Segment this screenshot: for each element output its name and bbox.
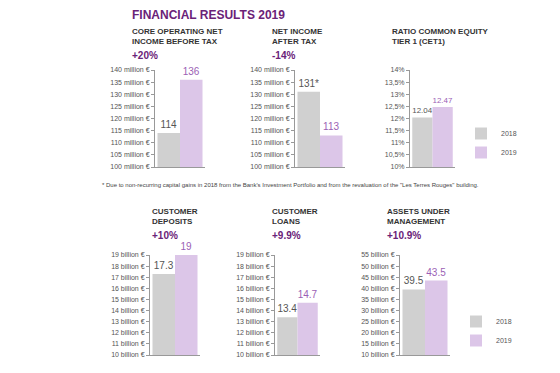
svg-text:-14%: -14% [272,50,295,61]
svg-text:2018: 2018 [501,130,517,137]
svg-text:17 billion €: 17 billion € [236,274,270,281]
svg-text:40 billion €: 40 billion € [361,285,395,292]
svg-text:14%: 14% [391,66,405,73]
svg-text:FINANCIAL RESULTS 2019: FINANCIAL RESULTS 2019 [132,8,285,22]
svg-text:14 billion €: 14 billion € [111,307,145,314]
svg-text:50 billion €: 50 billion € [361,263,395,270]
svg-text:13.4: 13.4 [277,303,297,314]
svg-text:43.5: 43.5 [426,267,446,278]
svg-text:12.47: 12.47 [433,96,453,105]
svg-text:100 million €: 100 million € [110,163,149,170]
svg-text:+20%: +20% [132,50,158,61]
svg-text:12.04: 12.04 [412,106,432,115]
svg-text:17.3: 17.3 [154,260,174,271]
svg-text:10%: 10% [391,163,405,170]
svg-text:18 billion €: 18 billion € [236,263,270,270]
svg-text:105 million €: 105 million € [110,151,149,158]
svg-text:11 billion €: 11 billion € [237,340,270,347]
svg-text:15 billion €: 15 billion € [236,296,270,303]
svg-text:125 million €: 125 million € [110,103,149,110]
svg-text:130 million €: 130 million € [250,91,289,98]
svg-text:CORE OPERATING NETINCOME BEFOR: CORE OPERATING NETINCOME BEFORE TAX [132,27,223,46]
svg-text:13,5%: 13,5% [385,79,405,86]
svg-text:135 million €: 135 million € [250,79,289,86]
svg-text:10 billion €: 10 billion € [111,351,145,358]
svg-text:115 million €: 115 million € [251,127,290,134]
svg-text:19: 19 [180,241,192,252]
svg-text:20 billion €: 20 billion € [361,329,395,336]
svg-text:13 billion €: 13 billion € [236,318,270,325]
svg-text:12,5%: 12,5% [385,103,405,110]
svg-text:55 billion €: 55 billion € [361,251,395,258]
svg-text:2018: 2018 [496,318,512,325]
svg-text:120 million €: 120 million € [250,115,289,122]
svg-text:11 billion €: 11 billion € [112,340,145,347]
svg-text:19 billion €: 19 billion € [236,251,270,258]
svg-text:131*: 131* [298,78,319,89]
svg-text:113: 113 [323,121,339,132]
svg-text:CUSTOMERLOANS: CUSTOMERLOANS [272,207,318,226]
svg-text:114: 114 [161,119,177,130]
svg-text:10,5%: 10,5% [385,151,405,158]
svg-text:2019: 2019 [501,149,517,156]
svg-text:12%: 12% [391,115,405,122]
svg-text:140 million €: 140 million € [110,66,149,73]
svg-text:35 billion €: 35 billion € [361,296,395,303]
svg-text:12 billion €: 12 billion € [111,329,145,336]
svg-text:12 billion €: 12 billion € [236,329,270,336]
svg-text:110 million €: 110 million € [251,139,290,146]
svg-text:* Due to non-recurring capital: * Due to non-recurring capital gains in … [102,182,479,188]
svg-text:25 billion €: 25 billion € [361,318,395,325]
svg-text:130 million €: 130 million € [110,91,149,98]
svg-text:30 billion €: 30 billion € [361,307,395,314]
svg-text:+10.9%: +10.9% [387,230,421,241]
svg-text:13%: 13% [391,91,405,98]
svg-text:ASSETS UNDERMANAGEMENT: ASSETS UNDERMANAGEMENT [387,207,450,226]
svg-text:RATIO COMMON EQUITYTIER 1 (CET: RATIO COMMON EQUITYTIER 1 (CET1) [392,27,489,46]
svg-text:NET INCOMEAFTER TAX: NET INCOMEAFTER TAX [272,27,323,46]
svg-text:19 billion €: 19 billion € [111,251,145,258]
svg-text:15 billion €: 15 billion € [361,340,395,347]
svg-text:13 billion €: 13 billion € [111,318,145,325]
svg-text:10 billion €: 10 billion € [361,351,395,358]
svg-text:140 million €: 140 million € [250,66,289,73]
svg-text:120 million €: 120 million € [110,115,149,122]
svg-text:17 billion €: 17 billion € [111,274,145,281]
svg-text:11%: 11% [391,139,405,146]
svg-text:125 million €: 125 million € [250,103,289,110]
svg-text:+9.9%: +9.9% [272,230,301,241]
svg-text:135 million €: 135 million € [110,79,149,86]
svg-text:15 billion €: 15 billion € [111,296,145,303]
svg-text:16 billion €: 16 billion € [111,285,145,292]
svg-text:11,5%: 11,5% [385,127,404,134]
svg-text:45 billion €: 45 billion € [361,274,395,281]
svg-text:+10%: +10% [152,230,178,241]
svg-text:16 billion €: 16 billion € [236,285,270,292]
svg-text:105 million €: 105 million € [250,151,289,158]
svg-text:136: 136 [183,66,200,77]
svg-text:110 million €: 110 million € [111,139,150,146]
svg-text:2019: 2019 [496,337,512,344]
svg-text:115 million €: 115 million € [111,127,150,134]
svg-text:10 billion €: 10 billion € [236,351,270,358]
svg-text:14.7: 14.7 [298,289,318,300]
svg-text:39.5: 39.5 [404,275,424,286]
svg-text:14 billion €: 14 billion € [236,307,270,314]
svg-text:100 million €: 100 million € [250,163,289,170]
svg-text:CUSTOMERDEPOSITS: CUSTOMERDEPOSITS [152,207,198,226]
svg-text:18 billion €: 18 billion € [111,263,145,270]
